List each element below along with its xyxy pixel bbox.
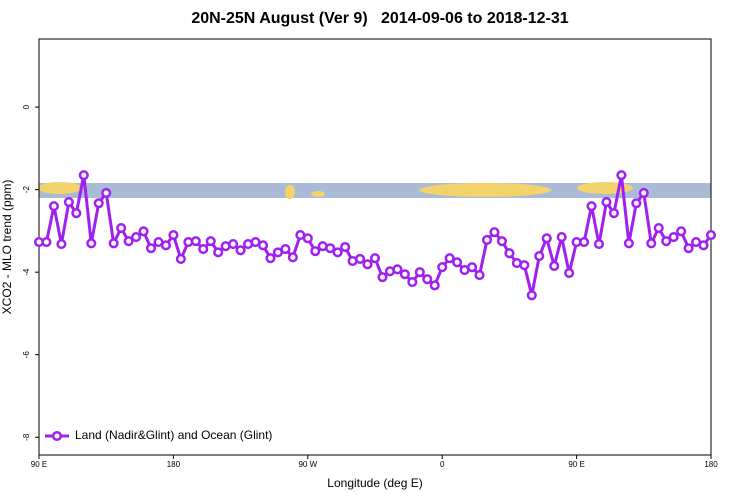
data-point (265, 253, 276, 264)
y-tick-label: -4 (22, 268, 31, 276)
data-point (41, 236, 52, 248)
data-point (616, 170, 627, 181)
data-point (474, 270, 485, 281)
x-tick-label: 90 E (31, 460, 47, 469)
data-point (407, 277, 418, 288)
y-tick-label: 0 (22, 104, 31, 109)
data-point (123, 236, 134, 247)
data-point (653, 222, 664, 234)
data-point (481, 234, 493, 246)
data-point (437, 262, 448, 273)
data-point (302, 233, 313, 244)
data-point (340, 241, 351, 253)
data-point (377, 272, 388, 283)
data-point (422, 274, 433, 285)
data-point (228, 239, 239, 250)
data-point (534, 251, 545, 262)
legend-marker (51, 430, 63, 442)
data-point (519, 260, 530, 271)
data-point (676, 226, 687, 237)
data-point (496, 236, 507, 247)
data-point (661, 236, 672, 247)
data-point (556, 232, 567, 243)
data-point (175, 253, 186, 265)
data-point (579, 236, 590, 248)
data-point (608, 208, 619, 219)
data-point (168, 229, 179, 241)
data-point (362, 259, 373, 270)
data-point (586, 201, 597, 212)
map-land (419, 183, 551, 197)
data-point (63, 196, 74, 208)
data-point (646, 238, 657, 249)
y-axis-label: XCO2 - MLO trend (ppm) (0, 180, 14, 315)
data-point (56, 239, 67, 250)
y-tick-label: -6 (22, 351, 31, 359)
data-point (504, 248, 515, 259)
data-point (392, 264, 403, 275)
data-point (280, 244, 291, 255)
data-point (467, 262, 478, 273)
data-point (638, 187, 649, 198)
data-point (526, 290, 537, 301)
data-point (631, 198, 642, 209)
data-point (138, 226, 149, 237)
data-point (623, 238, 634, 249)
data-point (48, 201, 59, 212)
data-point (541, 233, 552, 244)
data-point (145, 243, 157, 254)
data-point (101, 187, 112, 198)
data-point (369, 253, 381, 264)
data-point (310, 246, 321, 257)
data-point (213, 247, 224, 258)
data-point (668, 232, 679, 243)
data-point (131, 232, 142, 243)
data-point (205, 236, 216, 247)
data-point (705, 229, 717, 241)
x-axis-label: Longitude (deg E) (327, 476, 422, 490)
data-point (414, 267, 425, 278)
y-tick-label: -2 (22, 186, 31, 194)
x-tick-label: 0 (440, 460, 445, 469)
data-point (160, 240, 171, 251)
data-point (549, 260, 560, 272)
data-point (593, 239, 605, 250)
data-point (235, 245, 246, 256)
x-tick-label: 180 (167, 460, 181, 469)
plot-frame (38, 38, 712, 456)
legend-label: Land (Nadir&Glint) and Ocean (Glint) (75, 428, 272, 442)
y-tick-label: -8 (22, 433, 31, 441)
data-point (332, 247, 343, 258)
data-point (116, 222, 127, 234)
data-point (355, 253, 366, 265)
data-point (86, 238, 97, 249)
map-strip (38, 182, 711, 199)
data-point (698, 240, 709, 251)
data-point (452, 257, 463, 268)
data-point (257, 240, 269, 251)
data-point (287, 252, 298, 263)
data-point (601, 196, 612, 208)
x-tick-label: 90 W (298, 460, 317, 469)
data-point (78, 170, 89, 181)
map-land (38, 182, 82, 194)
data-point (489, 227, 500, 238)
map-land (311, 191, 325, 197)
data-point (399, 269, 410, 280)
chart-title: 20N-25N August (Ver 9) 2014-09-06 to 201… (191, 10, 568, 27)
data-point (198, 244, 209, 255)
data-point (683, 243, 694, 254)
data-point (444, 253, 455, 264)
data-point (564, 267, 575, 279)
data-point (190, 236, 201, 247)
data-point (71, 208, 82, 219)
data-point (429, 280, 440, 291)
data-point (108, 238, 119, 249)
data-point (93, 198, 104, 209)
map-land (285, 185, 295, 199)
x-tick-label: 180 (704, 460, 718, 469)
data-point (325, 243, 336, 254)
x-tick-label: 90 E (568, 460, 584, 469)
